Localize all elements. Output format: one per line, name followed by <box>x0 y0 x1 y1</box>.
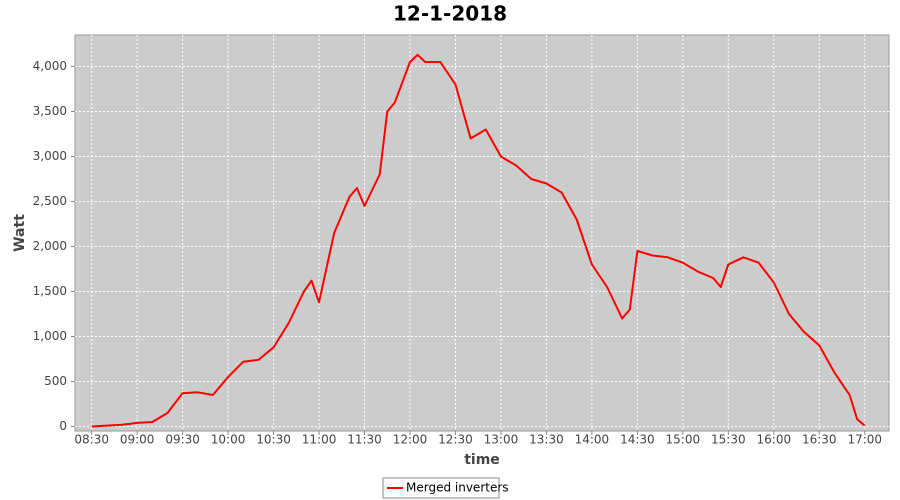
plot-area <box>74 34 890 432</box>
x-tick-label: 09:00 <box>120 433 155 447</box>
x-tick-label: 17:00 <box>847 433 882 447</box>
x-tick-label: 10:00 <box>211 433 246 447</box>
x-tick-label: 15:30 <box>711 433 746 447</box>
legend-box <box>382 477 500 499</box>
x-tick-label: 14:00 <box>575 433 610 447</box>
x-axis-label: time <box>464 452 500 468</box>
x-tick-label: 12:00 <box>393 433 428 447</box>
y-tick-label: 3,000 <box>33 149 67 163</box>
y-tick-label: 1,500 <box>33 284 67 298</box>
x-tick-label: 09:30 <box>165 433 200 447</box>
x-tick-label: 11:30 <box>347 433 382 447</box>
y-axis-label: Watt <box>12 214 28 252</box>
x-tick-label: 16:30 <box>802 433 837 447</box>
x-tick-label: 14:30 <box>620 433 655 447</box>
y-tick-label: 4,000 <box>33 59 67 73</box>
x-tick-label: 10:30 <box>256 433 291 447</box>
chart-title: 12-1-2018 <box>393 2 507 26</box>
x-tick-label: 11:00 <box>302 433 337 447</box>
x-tick-label: 15:00 <box>666 433 701 447</box>
data-line <box>91 53 866 428</box>
y-tick-label: 0 <box>59 419 67 433</box>
x-tick-label: 16:00 <box>757 433 792 447</box>
x-tick-label: 08:30 <box>74 433 109 447</box>
legend-label: Merged inverters <box>406 481 509 495</box>
y-tick-label: 2,500 <box>33 194 67 208</box>
x-tick-label: 13:00 <box>484 433 519 447</box>
x-tick-label: 12:30 <box>438 433 473 447</box>
y-tick-label: 3,500 <box>33 104 67 118</box>
y-tick-label: 2,000 <box>33 239 67 253</box>
y-tick-label: 500 <box>44 374 67 388</box>
y-tick-label: 1,000 <box>33 329 67 343</box>
x-tick-label: 13:30 <box>529 433 564 447</box>
